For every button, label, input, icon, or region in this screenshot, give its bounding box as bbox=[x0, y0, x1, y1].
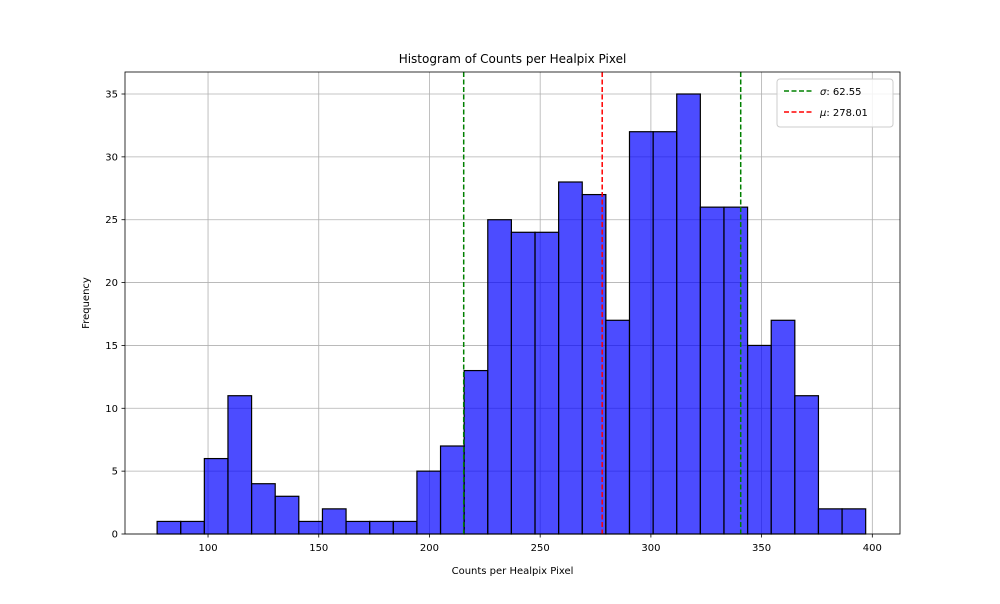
histogram-bar bbox=[416, 470, 442, 535]
y-tick-label: 15 bbox=[105, 341, 118, 352]
histogram-bar bbox=[676, 93, 701, 535]
x-axis-label: Counts per Healpix Pixel bbox=[452, 566, 574, 577]
x-tick-label: 150 bbox=[309, 543, 328, 554]
histogram-bar bbox=[227, 395, 253, 535]
histogram-bar bbox=[794, 395, 820, 535]
y-tick-label: 30 bbox=[105, 152, 118, 163]
legend-sigma-value: : 62.55 bbox=[826, 87, 861, 98]
histogram-bar bbox=[841, 508, 867, 535]
x-tick-label: 300 bbox=[641, 543, 660, 554]
y-tick-label: 0 bbox=[112, 530, 118, 541]
histogram-bar bbox=[203, 457, 229, 535]
histogram-bar bbox=[534, 231, 560, 535]
y-tick-label: 10 bbox=[105, 404, 118, 415]
histogram-bar bbox=[439, 445, 465, 535]
x-tick-label: 200 bbox=[420, 543, 439, 554]
histogram-bar bbox=[180, 520, 205, 535]
legend-box bbox=[776, 78, 894, 128]
histogram-bar bbox=[345, 520, 371, 535]
y-tick-label: 5 bbox=[112, 467, 118, 478]
y-axis-label: Frequency bbox=[81, 277, 92, 329]
x-tick-label: 100 bbox=[198, 543, 217, 554]
histogram-bar bbox=[510, 231, 536, 535]
x-tick-label: 350 bbox=[752, 543, 771, 554]
legend-mu-symbol: μ bbox=[819, 108, 826, 119]
histogram-bar bbox=[699, 206, 725, 535]
histogram-bar bbox=[487, 219, 512, 535]
histogram-bar bbox=[463, 369, 489, 535]
chart-title: Histogram of Counts per Healpix Pixel bbox=[399, 52, 627, 66]
histogram-bar bbox=[628, 131, 654, 535]
histogram-bar bbox=[369, 520, 394, 535]
x-tick-label: 400 bbox=[863, 543, 882, 554]
histogram-bar bbox=[298, 520, 324, 535]
histogram-bar bbox=[770, 319, 796, 535]
y-tick-label: 35 bbox=[105, 90, 118, 101]
histogram-bar bbox=[652, 131, 678, 535]
histogram-bar bbox=[250, 483, 276, 535]
histogram-bar bbox=[746, 344, 772, 535]
histogram-bar bbox=[558, 181, 583, 535]
histogram-bars bbox=[156, 93, 867, 535]
y-tick-label: 25 bbox=[105, 215, 118, 226]
legend-sigma-label: σ: 62.55 bbox=[820, 87, 862, 98]
x-tick-label: 250 bbox=[531, 543, 550, 554]
y-tick-label: 20 bbox=[105, 278, 118, 289]
axis-ticks: 100 150 200 250 300 350 400 0 5 10 15 20 25 30 35 bbox=[105, 90, 882, 555]
legend-sigma-symbol: σ bbox=[820, 87, 827, 98]
histogram-bar bbox=[605, 319, 631, 535]
plot-frame bbox=[124, 71, 901, 535]
legend-mu-value: : 278.01 bbox=[826, 108, 868, 119]
histogram-bar bbox=[274, 495, 300, 535]
histogram-bar bbox=[392, 520, 418, 535]
histogram-bar bbox=[156, 520, 182, 535]
histogram-bar bbox=[321, 508, 347, 535]
histogram-bar bbox=[817, 508, 843, 535]
reference-lines bbox=[462, 72, 742, 534]
legend-mu-label: μ: 278.01 bbox=[819, 108, 868, 119]
histogram-bar bbox=[723, 206, 749, 535]
legend: σ: 62.55 μ: 278.01 bbox=[776, 78, 894, 128]
